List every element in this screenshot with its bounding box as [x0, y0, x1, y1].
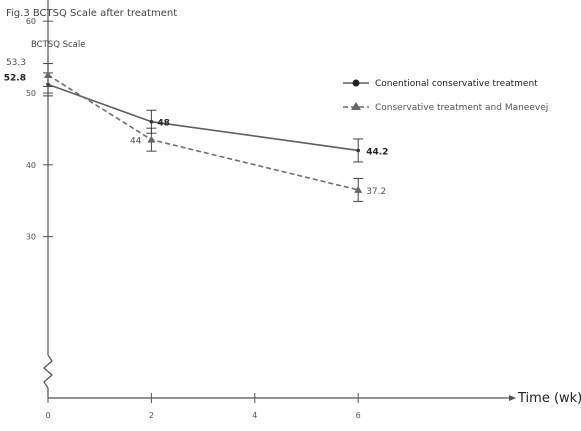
data-point-triangle [44, 71, 52, 79]
y-tick-label: 30 [26, 233, 36, 242]
data-point-circle [356, 148, 361, 153]
data-label: 37.2 [366, 187, 386, 197]
x-axis-label: Time (wk) [517, 391, 581, 406]
x-tick-label: 4 [252, 411, 257, 420]
x-axis-arrow [509, 395, 516, 401]
data-label: 44.2 [366, 147, 388, 157]
y-tick-label: 60 [26, 17, 36, 26]
y-tick-label: 40 [26, 161, 36, 170]
y-axis-break [43, 354, 53, 398]
data-label: 44 [130, 137, 142, 147]
y-axis-label: BCTSQ Scale [31, 40, 85, 50]
x-tick-label: 0 [45, 411, 50, 420]
x-tick-label: 6 [356, 411, 361, 420]
data-point-triangle [354, 185, 363, 193]
legend-entry: Conservative treatment and Maneevej [375, 103, 548, 113]
figure-title: Fig.3 BCTSQ Scale after treatment [6, 8, 178, 19]
y-tick-label: 50 [26, 89, 36, 98]
data-point-circle [149, 119, 154, 124]
data-label: 52.8 [4, 73, 26, 83]
legend-marker-triangle [351, 102, 361, 110]
series-line-1 [47, 83, 359, 152]
legend-entry: Conentional conservative treatment [375, 79, 538, 89]
series-line-2 [47, 74, 359, 191]
data-point-triangle [147, 135, 156, 143]
data-label: 48 [157, 119, 170, 129]
x-tick-label: 2 [149, 411, 154, 420]
data-label: 53.3 [6, 58, 26, 68]
legend-marker-circle [352, 79, 360, 87]
